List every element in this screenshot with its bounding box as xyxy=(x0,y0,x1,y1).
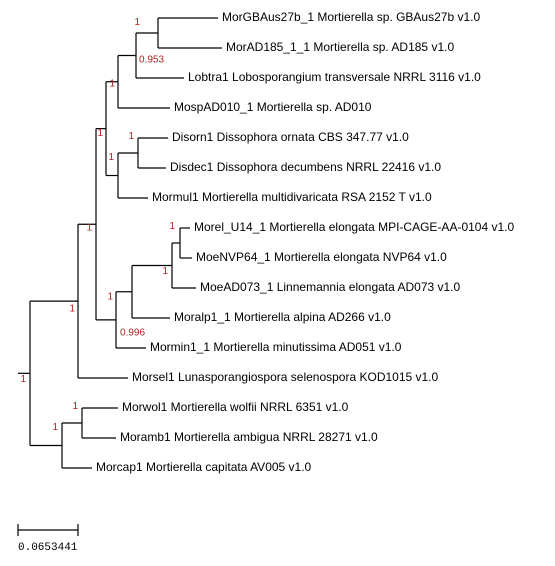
tip-label: Moralp1_1 Mortierella alpina AD266 v1.0 xyxy=(174,310,391,324)
tip-label: Morwol1 Mortierella wolfii NRRL 6351 v1.… xyxy=(122,400,349,414)
support-value: 0.996 xyxy=(120,328,145,339)
support-value: 1 xyxy=(128,131,134,142)
support-value: 1 xyxy=(134,17,140,28)
phylogenetic-tree: MorGBAus27b_1 Mortierella sp. GBAus27b v… xyxy=(0,0,555,566)
tip-label: Morsel1 Lunasporangiospora selenospora K… xyxy=(132,370,439,384)
tip-label: MoeAD073_1 Linnemannia elongata AD073 v1… xyxy=(200,280,461,294)
tip-label: Morel_U14_1 Mortierella elongata MPI-CAG… xyxy=(194,220,514,234)
tip-label: MospAD010_1 Mortierella sp. AD010 xyxy=(174,100,372,114)
tip-label: MoeNVP64_1 Mortierella elongata NVP64 v1… xyxy=(196,250,447,264)
support-value: 1 xyxy=(162,266,168,277)
support-value: 1 xyxy=(69,304,75,315)
tip-label: Morcap1 Mortierella capitata AV005 v1.0 xyxy=(96,460,312,474)
tip-label: Lobtra1 Lobosporangium transversale NRRL… xyxy=(188,70,481,84)
tip-label: Mormin1_1 Mortierella minutissima AD051 … xyxy=(150,340,402,354)
support-value: 1 xyxy=(109,79,115,90)
support-value: 1 xyxy=(52,422,58,433)
support-value: 1 xyxy=(20,374,26,385)
scale-bar-label: 0.0653441 xyxy=(18,542,78,554)
support-value: 1 xyxy=(72,401,78,412)
support-value: 1 xyxy=(97,128,103,139)
support-value: 1 xyxy=(86,223,92,234)
tip-label: MorAD185_1_1 Mortierella sp. AD185 v1.0 xyxy=(226,40,454,54)
support-value: 1 xyxy=(108,152,114,163)
support-value: 1 xyxy=(169,221,175,232)
tip-label: MorGBAus27b_1 Mortierella sp. GBAus27b v… xyxy=(222,10,480,24)
tip-label: Disorn1 Dissophora ornata CBS 347.77 v1.… xyxy=(172,130,409,144)
tip-label: Mormul1 Mortierella multidivaricata RSA … xyxy=(152,190,432,204)
tip-label: Moramb1 Mortierella ambigua NRRL 28271 v… xyxy=(120,430,378,444)
tip-label: Disdec1 Dissophora decumbens NRRL 22416 … xyxy=(170,160,441,174)
support-value: 1 xyxy=(107,292,113,303)
support-value: 0.953 xyxy=(139,55,164,66)
